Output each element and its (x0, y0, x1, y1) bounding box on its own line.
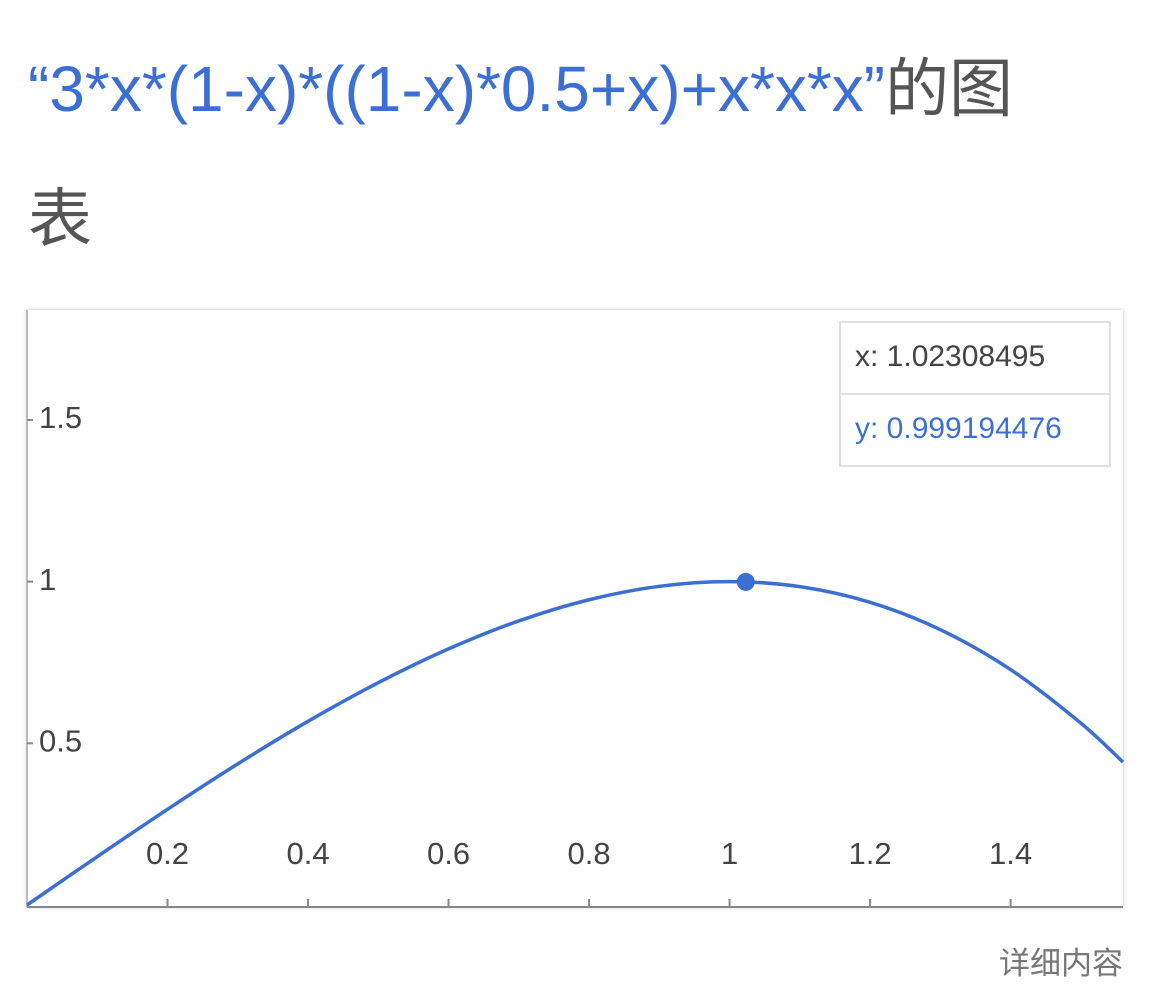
x-tick-label: 0.8 (567, 836, 610, 871)
x-tick-label: 0.6 (427, 836, 470, 871)
line-series (26, 579, 1125, 907)
x-tick-label: 0.2 (146, 836, 189, 871)
highlight-point (736, 572, 755, 591)
x-tick-label: 0.4 (286, 836, 329, 871)
y-tick-label: 0.5 (39, 724, 82, 759)
y-tick-label: 1.5 (39, 400, 82, 435)
title: “3*x*(1-x)*((1-x)*0.5+x)+x*x*x”的图表 (28, 24, 1058, 284)
x-tick-label: 1.2 (849, 836, 892, 871)
x-tick-label: 1.4 (989, 836, 1032, 871)
y-tick-label: 1 (39, 562, 56, 597)
x-tick-label: 1 (721, 836, 738, 871)
tooltip-x: x: 1.02308495 (855, 340, 1045, 373)
details-link[interactable]: 详细内容 (999, 946, 1123, 981)
tooltip-y: y: 0.999194476 (855, 412, 1062, 445)
title-formula: “3*x*(1-x)*((1-x)*0.5+x)+x*x*x” (28, 53, 886, 125)
title-suffix: 的图表 (28, 53, 1014, 255)
